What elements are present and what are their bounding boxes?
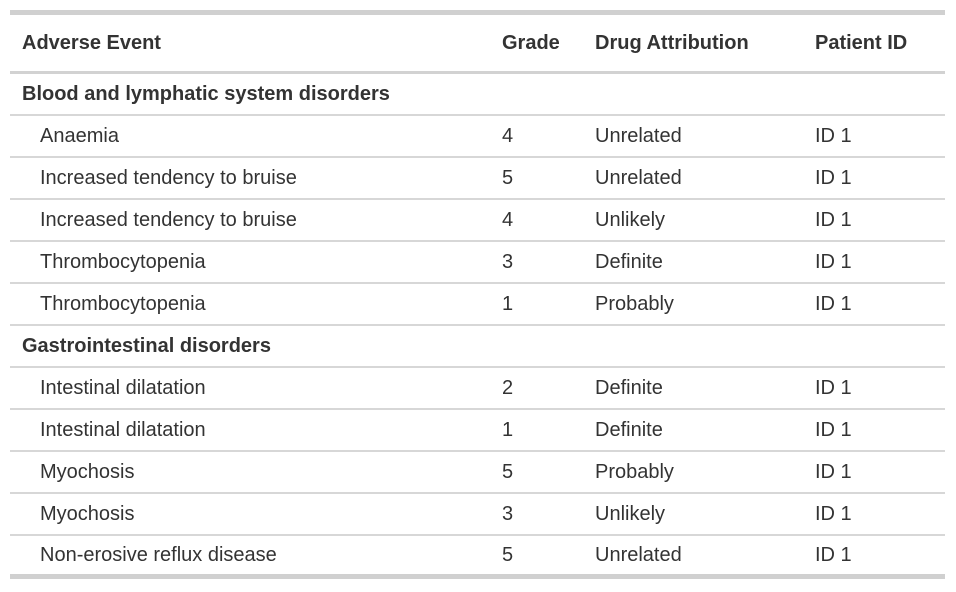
table-row: Thrombocytopenia 3 Definite ID 1 [10, 241, 945, 283]
cell-drug-attribution: Unrelated [595, 124, 682, 147]
cell-patient-id: ID 1 [815, 418, 852, 441]
cell-drug-attribution: Definite [595, 418, 663, 441]
group-header-label: Gastrointestinal disorders [22, 334, 271, 357]
cell-adverse-event: Thrombocytopenia [40, 292, 206, 315]
column-header-adverse-event: Adverse Event [22, 32, 161, 54]
cell-grade: 2 [502, 376, 514, 399]
table-body: Blood and lymphatic system disorders Anae… [10, 73, 945, 577]
table-row: Thrombocytopenia 1 Probably ID 1 [10, 283, 945, 325]
column-header-grade: Grade [502, 32, 560, 54]
table-header: Adverse Event Grade Drug Attribution Pat… [10, 12, 945, 73]
cell-adverse-event: Myochosis [40, 460, 135, 483]
cell-adverse-event: Increased tendency to bruise [40, 208, 297, 231]
header-row: Adverse Event Grade Drug Attribution Pat… [10, 12, 945, 73]
table-row: Myochosis 5 Probably ID 1 [10, 451, 945, 493]
table-row: Intestinal dilatation 2 Definite ID 1 [10, 367, 945, 409]
table-row: Anaemia 4 Unrelated ID 1 [10, 115, 945, 157]
cell-adverse-event: Anaemia [40, 124, 119, 147]
cell-grade: 1 [502, 292, 514, 315]
cell-drug-attribution: Unrelated [595, 543, 682, 566]
table-row: Intestinal dilatation 1 Definite ID 1 [10, 409, 945, 451]
table-row: Non-erosive reflux disease 5 Unrelated ID 1 [10, 535, 945, 577]
cell-adverse-event: Thrombocytopenia [40, 250, 206, 273]
table-row: Myochosis 3 Unlikely ID 1 [10, 493, 945, 535]
cell-grade: 4 [502, 208, 514, 231]
cell-patient-id: ID 1 [815, 543, 852, 566]
cell-patient-id: ID 1 [815, 376, 852, 399]
cell-adverse-event: Intestinal dilatation [40, 376, 206, 399]
cell-patient-id: ID 1 [815, 502, 852, 525]
cell-grade: 5 [502, 543, 514, 566]
cell-patient-id: ID 1 [815, 460, 852, 483]
cell-grade: 5 [502, 460, 514, 483]
cell-patient-id: ID 1 [815, 208, 852, 231]
adverse-events-table-container: Adverse Event Grade Drug Attribution Pat… [10, 10, 945, 579]
cell-adverse-event: Myochosis [40, 502, 135, 525]
cell-patient-id: ID 1 [815, 292, 852, 315]
group-header-label: Blood and lymphatic system disorders [22, 82, 390, 105]
cell-patient-id: ID 1 [815, 124, 852, 147]
cell-patient-id: ID 1 [815, 166, 852, 189]
cell-grade: 3 [502, 250, 514, 273]
column-header-drug-attribution: Drug Attribution [595, 32, 749, 54]
cell-drug-attribution: Definite [595, 250, 663, 273]
cell-patient-id: ID 1 [815, 250, 852, 273]
cell-grade: 3 [502, 502, 514, 525]
column-header-patient-id: Patient ID [815, 32, 908, 54]
group-header-row: Gastrointestinal disorders [10, 325, 945, 367]
cell-drug-attribution: Unlikely [595, 502, 666, 525]
cell-grade: 1 [502, 418, 514, 441]
cell-drug-attribution: Probably [595, 460, 674, 483]
group-header-row: Blood and lymphatic system disorders [10, 73, 945, 115]
cell-drug-attribution: Definite [595, 376, 663, 399]
table-row: Increased tendency to bruise 5 Unrelated ID… [10, 157, 945, 199]
cell-grade: 4 [502, 124, 514, 147]
cell-drug-attribution: Unlikely [595, 208, 666, 231]
table-row: Increased tendency to bruise 4 Unlikely ID … [10, 199, 945, 241]
cell-drug-attribution: Unrelated [595, 166, 682, 189]
cell-drug-attribution: Probably [595, 292, 674, 315]
cell-adverse-event: Intestinal dilatation [40, 418, 206, 441]
adverse-events-table: Adverse Event Grade Drug Attribution Pat… [10, 10, 945, 579]
cell-adverse-event: Increased tendency to bruise [40, 166, 297, 189]
cell-grade: 5 [502, 166, 514, 189]
cell-adverse-event: Non-erosive reflux disease [40, 543, 277, 566]
